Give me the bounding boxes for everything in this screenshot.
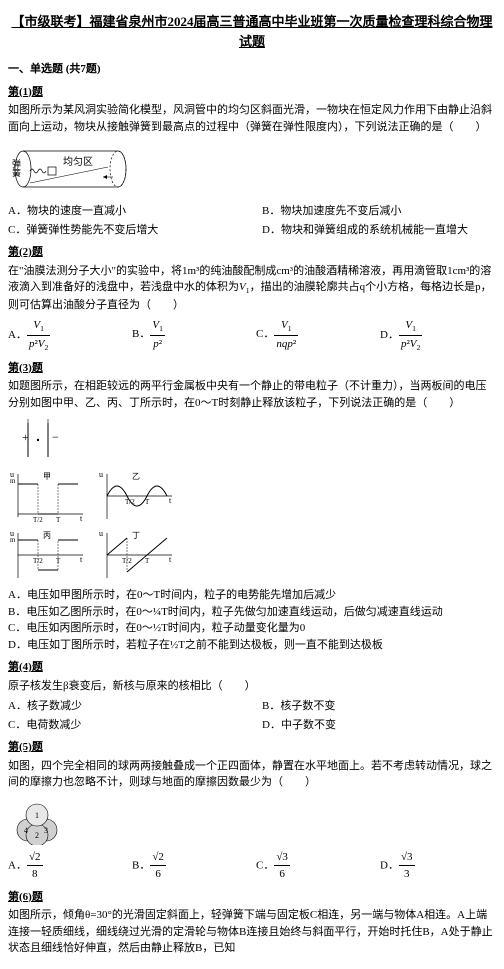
- q4-optA: A．核子数减少: [8, 698, 242, 715]
- q5-optC: C．√36: [256, 849, 372, 883]
- svg-text:T/2: T/2: [125, 498, 135, 506]
- q5-optA: A．√28: [8, 849, 124, 883]
- svg-text:1: 1: [35, 811, 39, 820]
- q3-optC: C．电压如丙图所示时，在0～½T时间内，粒子动量变化量为0: [8, 620, 496, 637]
- svg-text:u: u: [99, 529, 103, 538]
- q1-optC: C．弹簧弹性势能先不变后增大: [8, 222, 242, 239]
- q1-stem: 如图所示为某风洞实验简化模型，风洞管中的均匀区斜面光滑，一物块在恒定风力作用下由…: [8, 102, 496, 135]
- svg-text:2: 2: [35, 831, 39, 840]
- svg-text:丙: 丙: [43, 531, 51, 540]
- svg-text:m: m: [10, 477, 16, 485]
- svg-text:t: t: [80, 555, 83, 564]
- q3-optB: B．电压如乙图所示时，在0～¼T时间内，粒子先做匀加速直线运动，后做匀减速直线运…: [8, 604, 496, 621]
- svg-text:T: T: [56, 557, 61, 565]
- svg-text:m: m: [10, 536, 16, 544]
- q2-optD: D．V1p²V2: [380, 317, 496, 353]
- q1-optB: B．物块加速度先不变后减小: [262, 203, 496, 220]
- q5-stem: 如图，四个完全相同的球两两接触叠成一个正四面体，静置在水平地面上。若不考虑转动情…: [8, 758, 496, 791]
- q6-stem: 如图所示，倾角θ=30°的光滑固定斜面上，轻弹簧下端与固定板C相连，另一端与物体…: [8, 907, 496, 957]
- svg-text:T/2: T/2: [122, 557, 132, 565]
- section-header: 一、单选题 (共7题): [8, 61, 496, 78]
- svg-text:t: t: [169, 555, 172, 564]
- q2-options: A．V1p²V2 B．V1p² C．V1nqp² D．V1p²V2: [8, 317, 496, 353]
- svg-text:u: u: [99, 470, 103, 479]
- q5-num: 第(5)题: [8, 739, 496, 756]
- svg-text:T: T: [56, 516, 61, 524]
- q2-optA: A．V1p²V2: [8, 317, 124, 353]
- q3-optA: A．电压如甲图所示时，在0～T时间内，粒子的电势能先增加后减少: [8, 587, 496, 604]
- q1-figure: 弹簧 均匀区: [8, 139, 496, 199]
- q4-stem: 原子核发生β衰变后，新核与原来的核相比（ ）: [8, 678, 496, 695]
- q4-optD: D．中子数不变: [262, 717, 496, 734]
- fig-uniform-label: 均匀区: [63, 156, 93, 168]
- q2-stem: 在"油膜法测分子大小"的实验中，将1m³的纯油酸配制成cm³的油酸酒精稀溶液，再…: [8, 263, 496, 314]
- q5-optB: B．√26: [132, 849, 248, 883]
- q3-figure-plates: + −: [8, 415, 496, 465]
- q3-graphs-row1: um t T/2 T 甲 u t T/2 T 乙: [8, 469, 496, 524]
- q4-optB: B．核子数不变: [262, 698, 496, 715]
- q2-num: 第(2)题: [8, 244, 496, 261]
- svg-text:+: +: [22, 430, 29, 444]
- q3-graphs-row2: um t T/2 T 丙 u t T/2 T 丁: [8, 528, 496, 583]
- svg-text:甲: 甲: [43, 472, 51, 481]
- svg-text:T: T: [145, 498, 150, 506]
- svg-text:t: t: [80, 514, 83, 523]
- q3-options: A．电压如甲图所示时，在0～T时间内，粒子的电势能先增加后减少 B．电压如乙图所…: [8, 587, 496, 653]
- page-title: 【市级联考】福建省泉州市2024届高三普通高中毕业班第一次质量检查理科综合物理试…: [8, 12, 496, 51]
- q2-optB: B．V1p²: [132, 317, 248, 353]
- svg-text:4: 4: [24, 826, 28, 835]
- q1-options: A．物块的速度一直减小 B．物块加速度先不变后减小 C．弹簧弹性势能先不变后增大…: [8, 203, 496, 238]
- q1-num: 第(1)题: [8, 84, 496, 101]
- svg-text:−: −: [52, 430, 59, 444]
- q5-figure: 1 4 2 3: [8, 795, 496, 845]
- svg-text:t: t: [169, 496, 172, 505]
- svg-text:3: 3: [44, 826, 48, 835]
- q4-options: A．核子数减少 B．核子数不变 C．电荷数减少 D．中子数不变: [8, 698, 496, 733]
- svg-text:丁: 丁: [132, 531, 140, 540]
- svg-text:T/2: T/2: [33, 557, 43, 565]
- q3-num: 第(3)题: [8, 360, 496, 377]
- q2-optC: C．V1nqp²: [256, 317, 372, 353]
- svg-text:T/2: T/2: [33, 516, 43, 524]
- svg-text:乙: 乙: [132, 472, 140, 481]
- q6-num: 第(6)题: [8, 889, 496, 906]
- q3-optD: D．电压如丁图所示时，若粒子在½T之前不能到达极板，则一直不能到达极板: [8, 637, 496, 654]
- q1-optD: D．物块和弹簧组成的系统机械能一直增大: [262, 222, 496, 239]
- q4-num: 第(4)题: [8, 659, 496, 676]
- fig-spring-label: 弹簧: [11, 158, 21, 178]
- q1-optA: A．物块的速度一直减小: [8, 203, 242, 220]
- svg-text:T: T: [145, 557, 150, 565]
- q4-optC: C．电荷数减少: [8, 717, 242, 734]
- q5-options: A．√28 B．√26 C．√36 D．√33: [8, 849, 496, 883]
- q5-optD: D．√33: [380, 849, 496, 883]
- q3-stem: 如题图所示，在相距较远的两平行金属板中央有一个静止的带电粒子（不计重力），当两板…: [8, 378, 496, 411]
